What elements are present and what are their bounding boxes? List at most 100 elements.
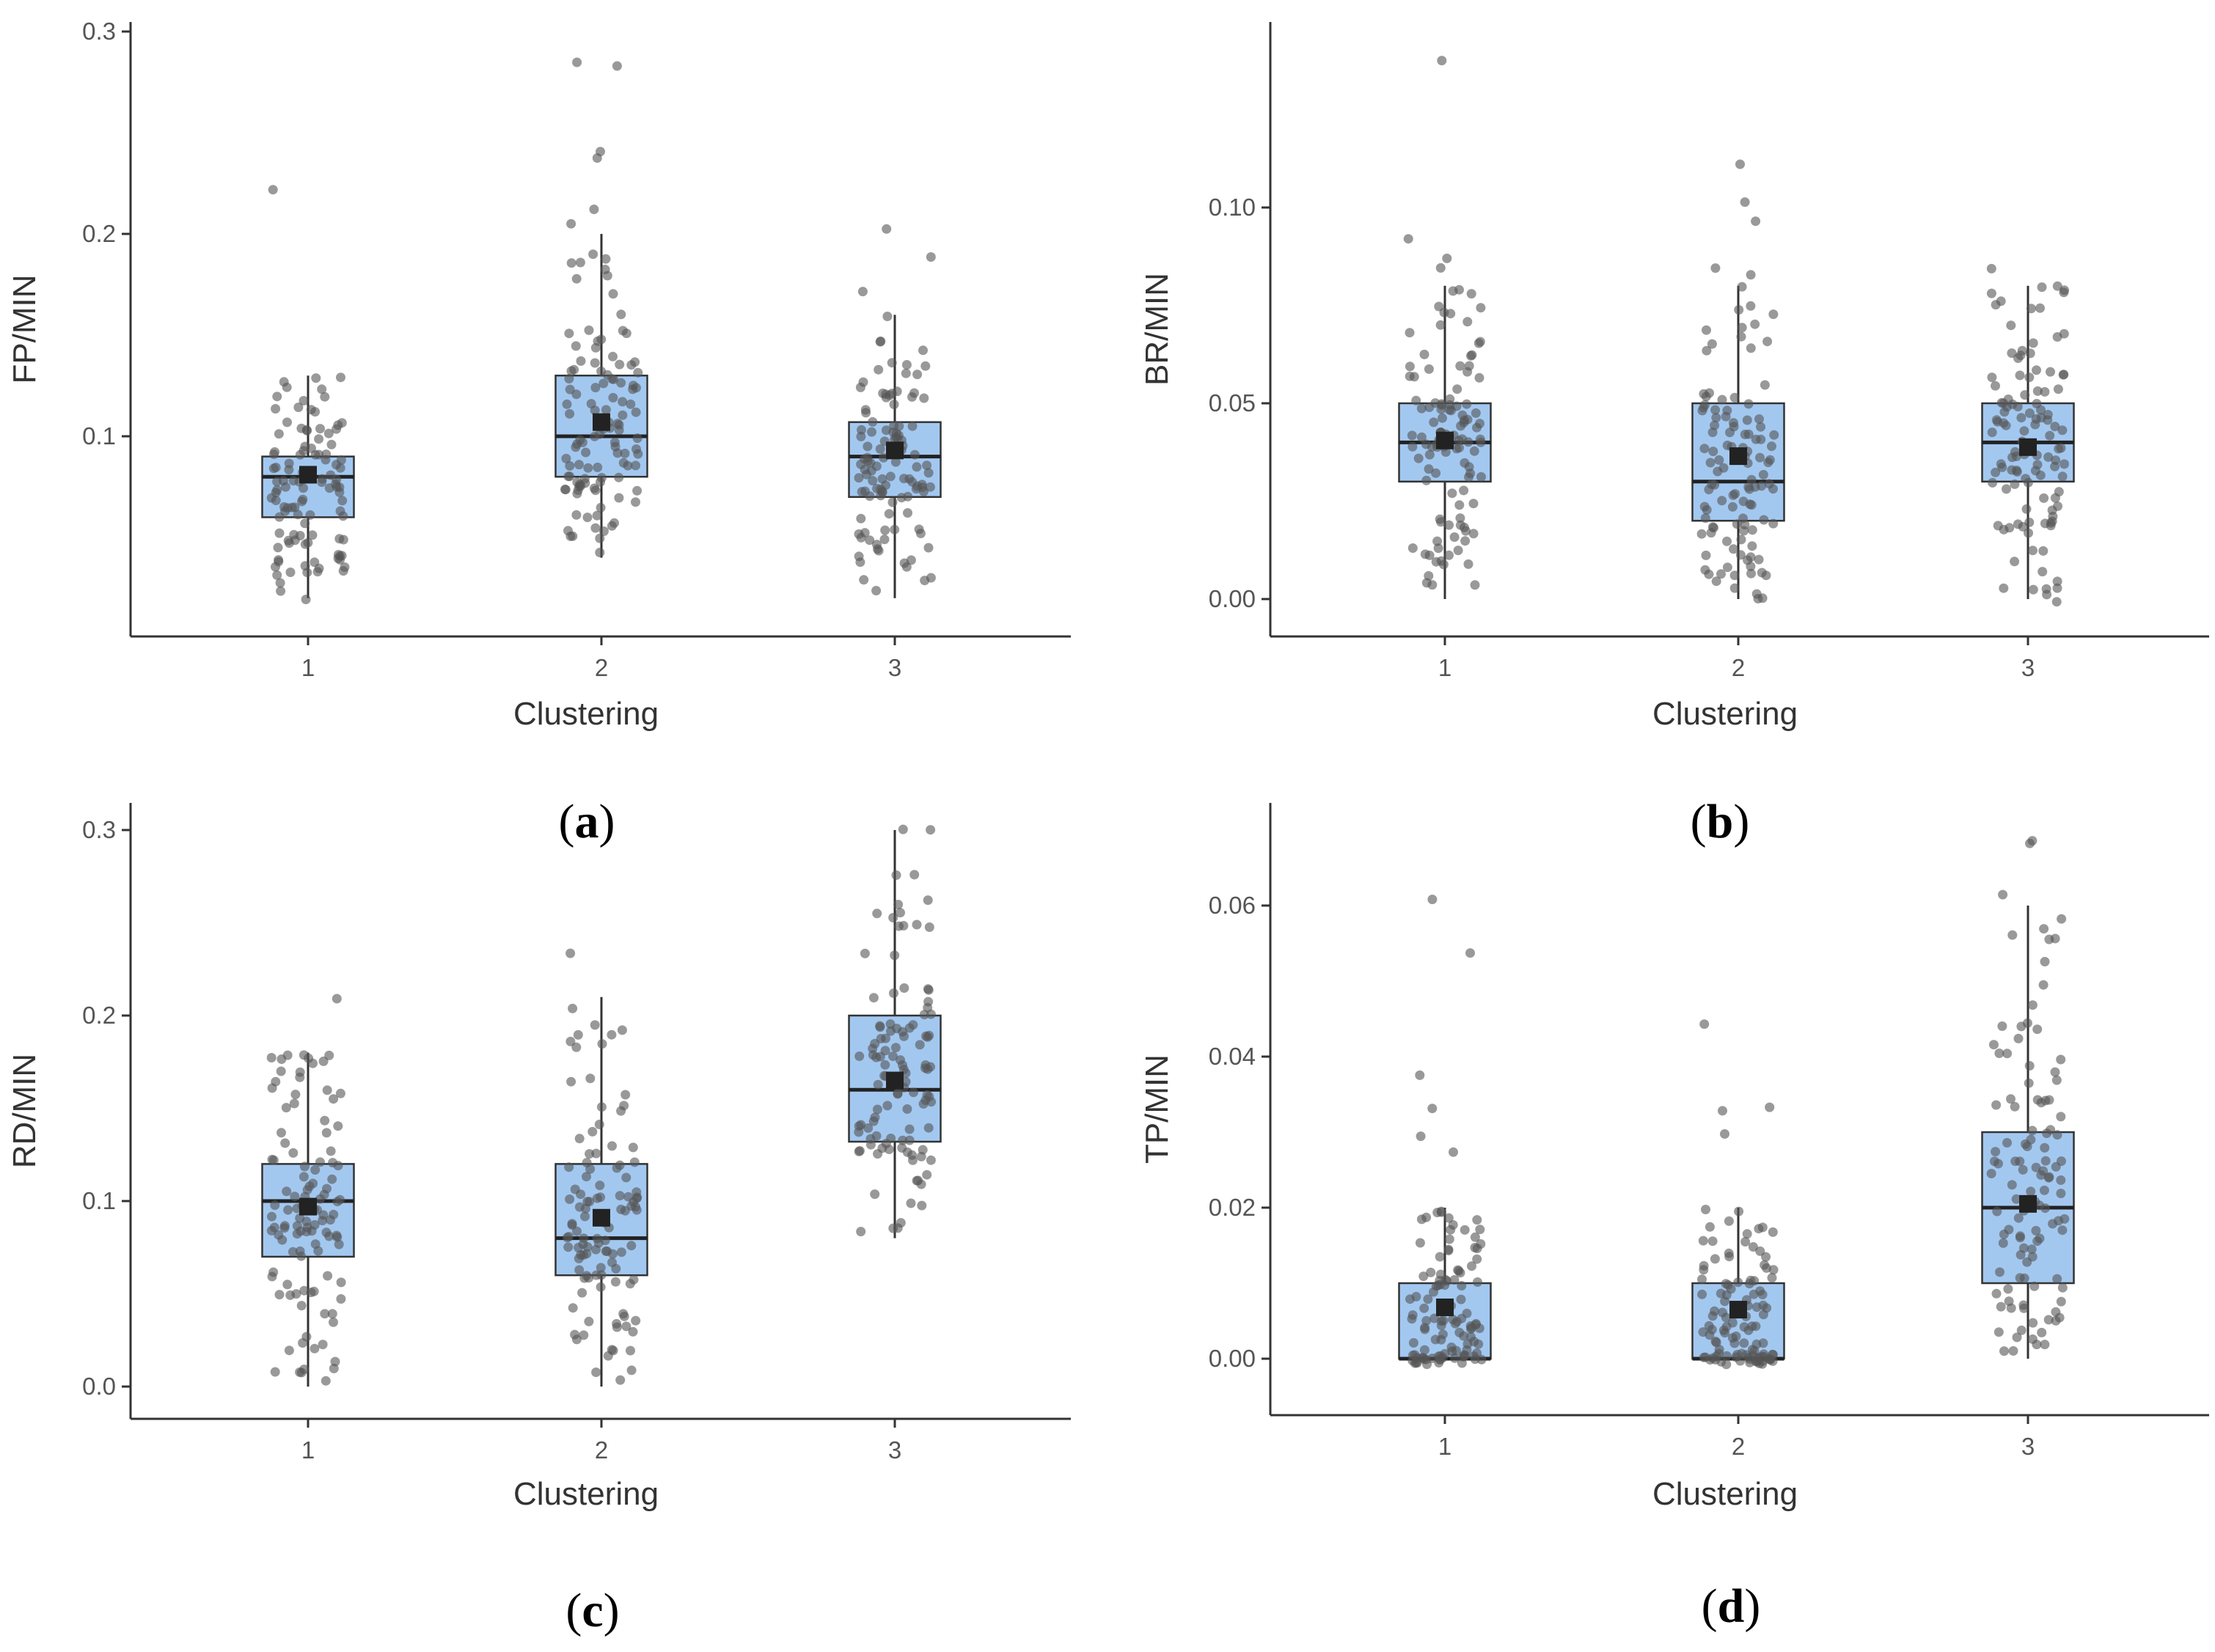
data-point xyxy=(1419,1303,1429,1313)
data-point xyxy=(564,1162,574,1172)
data-point xyxy=(922,1090,932,1100)
data-point xyxy=(892,386,902,397)
data-point xyxy=(608,392,618,403)
data-point xyxy=(2032,1095,2043,1105)
data-point xyxy=(601,1246,611,1256)
data-point xyxy=(280,1138,290,1148)
data-point xyxy=(909,388,919,398)
data-point xyxy=(890,950,900,961)
data-point xyxy=(881,425,891,436)
mean-marker xyxy=(1436,431,1454,449)
data-point xyxy=(596,1102,607,1112)
data-point xyxy=(2042,1128,2052,1139)
data-point xyxy=(616,1106,626,1116)
data-point xyxy=(1415,1238,1425,1248)
data-point xyxy=(868,993,879,1003)
data-point xyxy=(580,1211,590,1222)
data-point xyxy=(298,1338,308,1348)
data-point xyxy=(1714,455,1724,465)
data-point xyxy=(887,497,898,507)
data-point xyxy=(1472,1254,1482,1264)
panel-label-a: (a) xyxy=(559,795,615,848)
data-point xyxy=(1460,1351,1470,1361)
x-axis-title: Clustering xyxy=(1652,696,1798,732)
data-point xyxy=(923,1064,933,1074)
data-point xyxy=(2003,1284,2013,1294)
data-point xyxy=(2013,1213,2024,1223)
data-point xyxy=(1410,1358,1420,1368)
data-point xyxy=(2038,567,2048,577)
data-point xyxy=(2024,1078,2034,1088)
data-point xyxy=(1993,416,2003,427)
data-point xyxy=(1768,1227,1778,1237)
data-point xyxy=(1448,286,1458,296)
data-point xyxy=(925,482,935,492)
data-point xyxy=(323,1271,333,1281)
data-point xyxy=(887,358,897,368)
data-point xyxy=(1475,1225,1485,1235)
data-point xyxy=(1464,361,1474,371)
data-point xyxy=(2024,372,2035,383)
data-point xyxy=(326,439,337,449)
data-point xyxy=(2050,933,2060,944)
data-point xyxy=(1718,1106,1727,1116)
data-point xyxy=(595,1181,605,1191)
x-tick-label: 3 xyxy=(2021,1433,2035,1460)
data-point xyxy=(274,528,285,538)
data-point xyxy=(570,1329,580,1340)
data-point xyxy=(1443,1213,1454,1223)
data-point xyxy=(1702,345,1712,356)
data-point xyxy=(1455,520,1465,530)
data-point xyxy=(565,471,575,482)
data-point xyxy=(623,460,633,471)
data-point xyxy=(2060,459,2069,469)
data-point xyxy=(594,1120,604,1129)
data-point xyxy=(1476,471,1486,482)
data-point xyxy=(884,1145,894,1154)
data-point xyxy=(628,1142,638,1153)
data-point xyxy=(2002,1049,2013,1059)
data-point xyxy=(595,533,605,543)
data-point xyxy=(335,1088,345,1098)
data-point xyxy=(890,1043,901,1053)
data-point xyxy=(596,502,606,513)
points xyxy=(1403,56,2070,607)
y-tick-label: 0.10 xyxy=(1209,194,1256,221)
data-point xyxy=(1998,1238,2008,1248)
data-point xyxy=(1707,1236,1718,1247)
data-point xyxy=(1697,1289,1707,1299)
data-point xyxy=(2054,1216,2064,1226)
data-point xyxy=(1460,1225,1470,1235)
data-point xyxy=(1748,1242,1758,1252)
data-point xyxy=(310,1343,320,1354)
data-point xyxy=(2035,1233,2045,1244)
data-point xyxy=(882,1101,893,1111)
data-point xyxy=(1751,216,1761,227)
data-point xyxy=(1745,499,1755,510)
data-point xyxy=(2052,583,2062,593)
data-point xyxy=(602,271,612,281)
data-point xyxy=(2005,523,2015,533)
data-point xyxy=(310,1165,321,1175)
data-point xyxy=(1419,1345,1429,1355)
data-point xyxy=(275,578,285,588)
data-point xyxy=(301,595,311,604)
data-point xyxy=(906,1198,916,1208)
points xyxy=(266,824,937,1386)
data-point xyxy=(300,561,310,571)
data-point xyxy=(1746,270,1756,280)
data-point xyxy=(267,1083,277,1093)
data-point xyxy=(629,1274,639,1285)
data-point xyxy=(269,1222,279,1233)
data-point xyxy=(1469,1337,1479,1347)
data-point xyxy=(615,1375,626,1385)
data-point xyxy=(854,529,864,539)
data-point xyxy=(1768,1350,1778,1360)
data-point xyxy=(2015,370,2025,381)
data-point xyxy=(320,1115,330,1126)
data-point xyxy=(1986,1169,1996,1178)
data-point xyxy=(1698,1236,1708,1246)
data-point xyxy=(1729,392,1740,403)
data-point xyxy=(572,1226,582,1236)
data-point xyxy=(912,462,922,472)
